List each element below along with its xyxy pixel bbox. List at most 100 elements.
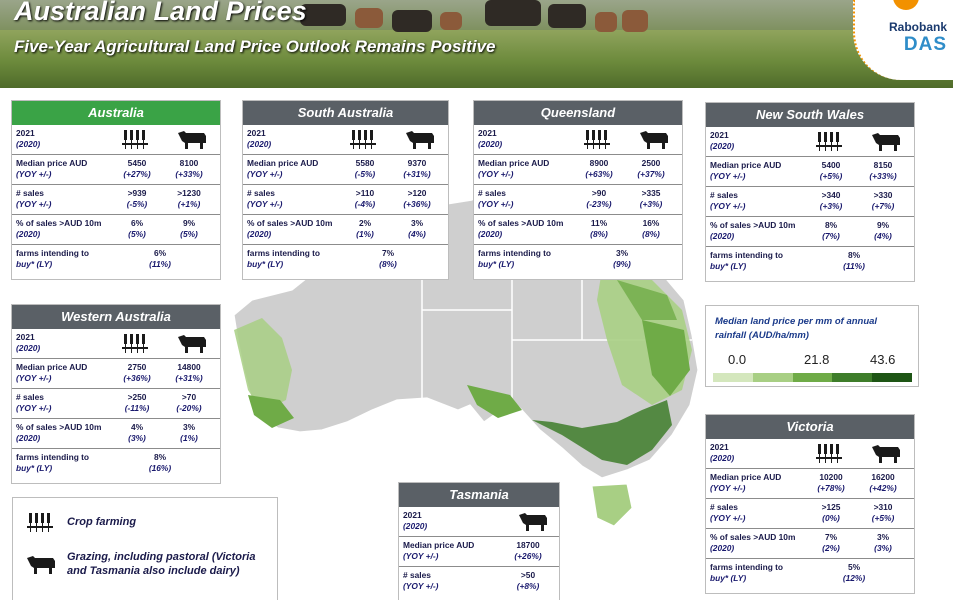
value: 16%: [642, 218, 660, 228]
yoy: (+36%): [123, 373, 151, 383]
cow-icon: [872, 445, 900, 463]
wheat-icon: [816, 444, 842, 463]
sales-label: # sales (YOY +/-): [710, 502, 745, 524]
value: 9370: [407, 158, 427, 168]
year-text: 2021: [247, 128, 266, 138]
year-label: 2021 (2020): [16, 332, 40, 354]
median-grazing: 9370 (+31%): [392, 158, 442, 180]
sales-sub-text: (YOY +/-): [478, 199, 514, 209]
year-prev-text: (2020): [403, 521, 428, 531]
value: 5450: [127, 158, 147, 168]
median-label-text: Median price AUD: [16, 158, 88, 168]
yoy: (+5%): [819, 171, 843, 181]
value: 11%: [590, 218, 608, 228]
year-row: 2021 (2020): [399, 507, 559, 537]
value: 8%: [153, 452, 167, 462]
header-banner: Australian Land Prices Five-Year Agricul…: [0, 0, 953, 88]
median-crop: 10200 (+78%): [806, 472, 856, 494]
year-row: 2021 (2020): [706, 127, 914, 157]
year-prev-text: (2020): [247, 139, 272, 149]
year-row: 2021 (2020): [12, 125, 220, 155]
sales-label-text: # sales: [16, 392, 44, 402]
legend-crop-text: Crop farming: [67, 516, 137, 528]
value: 9%: [876, 220, 890, 230]
cattle-photo-shape: [440, 12, 462, 30]
value: 2%: [358, 218, 372, 228]
yoy: (-4%): [354, 199, 376, 209]
median-row: Median price AUD (YOY +/-) 2750 (+36%) 148…: [12, 359, 220, 389]
sales-label: # sales (YOY +/-): [403, 570, 438, 592]
card-title: Victoria: [706, 415, 914, 439]
value: 2500: [641, 158, 661, 168]
sales-row: # sales (YOY +/-) >340 (+3%) >330 (+7%): [706, 187, 914, 217]
yoy: (-5%): [354, 169, 376, 179]
pct-grazing: 3% (3%): [858, 532, 908, 554]
pct-label: % of sales >AUD 10m (2020): [478, 218, 563, 240]
farms-label: farms intending to buy* (LY): [710, 250, 783, 272]
median-row: Median price AUD (YOY +/-) 10200 (+78%) 16…: [706, 469, 914, 499]
year-label: 2021 (2020): [710, 442, 734, 464]
prev: (1%): [356, 229, 374, 239]
prev: (4%): [408, 229, 426, 239]
year-row: 2021 (2020): [243, 125, 448, 155]
prev: (16%): [148, 463, 172, 473]
scale-swatch: [832, 373, 873, 382]
prev: (11%): [149, 259, 171, 269]
value: >120: [407, 188, 427, 198]
yoy: (+63%): [585, 169, 613, 179]
value: 5400: [821, 160, 841, 170]
sales-sub-text: (YOY +/-): [16, 199, 52, 209]
card-south-australia: South Australia 2021 (2020) Median price …: [242, 100, 449, 280]
card-victoria: Victoria 2021 (2020) Median price AUD (YOY…: [705, 414, 915, 594]
prev: (7%): [822, 231, 840, 241]
pct-sub-text: (2020): [16, 433, 41, 443]
value: >90: [591, 188, 607, 198]
farms-label: farms intending to buy* (LY): [16, 248, 89, 270]
card-western-australia: Western Australia 2021 (2020) Median pric…: [11, 304, 221, 484]
value: >340: [821, 190, 841, 200]
year-text: 2021: [403, 510, 422, 520]
year-label: 2021 (2020): [403, 510, 427, 532]
year-row: 2021 (2020): [474, 125, 682, 155]
pct-grazing: 9% (5%): [164, 218, 214, 240]
value: 7%: [824, 532, 838, 542]
icon-legend: Crop farming Grazing, including pastoral…: [12, 497, 278, 600]
cow-icon: [872, 133, 900, 151]
median-label: Median price AUD (YOY +/-): [16, 362, 87, 384]
prev: (8%): [590, 229, 608, 239]
legend-grazing: Grazing, including pastoral (Victoria and…: [25, 550, 255, 578]
yoy: (+7%): [871, 201, 895, 211]
region-shade-wa: [234, 318, 292, 412]
scale-title: Median land price per mm of annual rainfa…: [715, 315, 877, 343]
farms-row: farms intending to buy* (LY) 5% (12%): [706, 559, 914, 589]
yoy: (+36%): [403, 199, 431, 209]
legend-grazing-line1: Grazing, including pastoral (Victoria: [67, 551, 256, 563]
pct-crop: 11% (8%): [574, 218, 624, 240]
legend-grazing-text: Grazing, including pastoral (Victoria and…: [67, 550, 255, 578]
sales-sub-text: (YOY +/-): [247, 199, 283, 209]
value: >335: [641, 188, 661, 198]
median-grazing: 14800 (+31%): [164, 362, 214, 384]
farms-value: 7% (8%): [358, 248, 418, 270]
card-title: Western Australia: [12, 305, 220, 329]
pct-label: % of sales >AUD 10m (2020): [16, 422, 101, 444]
pct-row: % of sales >AUD 10m (2020) 7% (2%) 3% (3%): [706, 529, 914, 559]
yoy: (+33%): [869, 171, 897, 181]
median-crop: 5450 (+27%): [112, 158, 162, 180]
prev: (5%): [128, 229, 146, 239]
logo-brand: Rabobank: [888, 20, 947, 34]
sales-crop: >340 (+3%): [806, 190, 856, 212]
value: 5580: [355, 158, 375, 168]
sales-grazing: >330 (+7%): [858, 190, 908, 212]
value: 18700: [516, 540, 540, 550]
region-shade-wa-south: [248, 395, 294, 428]
logo-sun-icon: [893, 0, 919, 10]
sales-crop: >90 (-23%): [574, 188, 624, 210]
year-label: 2021 (2020): [247, 128, 271, 150]
median-sub-text: (YOY +/-): [710, 483, 746, 493]
farms-value: 6% (11%): [130, 248, 190, 270]
pct-sub-text: (2020): [247, 229, 272, 239]
yoy: (+5%): [871, 513, 895, 523]
yoy: (-5%): [126, 199, 148, 209]
farms-label-text: farms intending to: [710, 562, 784, 572]
